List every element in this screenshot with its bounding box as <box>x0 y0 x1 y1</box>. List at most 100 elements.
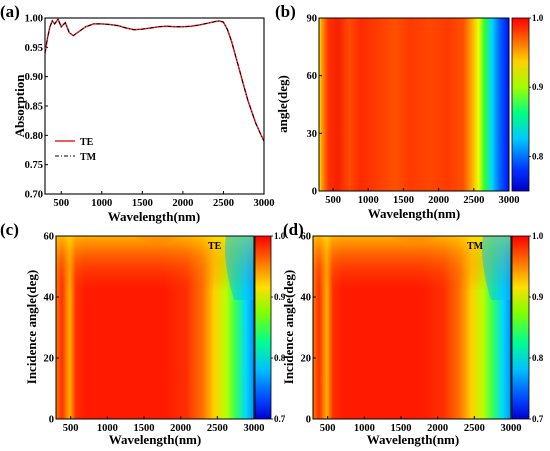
x-axis-label-d: Wavelength(nm) <box>367 432 459 447</box>
x-tick-label: 3000 <box>501 423 522 434</box>
x-tick-label: 1000 <box>91 198 112 209</box>
y-tick-label: 40 <box>301 293 312 304</box>
legend-label-tm: TM <box>80 152 97 163</box>
x-tick-label: 1500 <box>132 198 153 209</box>
x-tick-label: 1500 <box>393 195 414 206</box>
y-axis-label-c: Incidence angle(deg) <box>24 270 39 384</box>
colorbar-tick-label: 1.0 <box>532 13 544 23</box>
colorbar-ticks-c: 0.7 0.8 0.9 1.0 <box>271 231 286 424</box>
colorbar-b <box>511 17 530 192</box>
colorbar-tick-label: 0.8 <box>532 151 544 161</box>
panel-b: 500 1000 1500 2000 2500 3000 0 30 60 90 0.8 0.9 1.… <box>275 2 544 221</box>
y-tick-label: 0 <box>306 415 311 426</box>
x-tick-label: 2500 <box>213 198 234 209</box>
colorbar-ticks-b: 0.8 0.9 1.0 <box>529 13 544 161</box>
panel-label-a: (a) <box>0 2 20 21</box>
x-axis-label-b: Wavelength(nm) <box>368 206 460 221</box>
y-axis-label-b: angle(deg) <box>275 75 290 133</box>
x-tick-label: 1000 <box>354 423 375 434</box>
legend-a: TE TM <box>55 137 97 163</box>
y-tick-label: 60 <box>301 232 312 243</box>
y-tick-label: 40 <box>44 293 55 304</box>
series-line-te <box>44 17 265 142</box>
x-tick-label: 2000 <box>427 423 448 434</box>
y-tick-label: 0.80 <box>25 131 43 142</box>
y-tick-label: 0.95 <box>25 43 43 54</box>
colorbar-tick-label: 0.7 <box>274 414 286 424</box>
plot-area-a <box>44 17 265 195</box>
y-axis-ticks-a: 0.70 0.75 0.80 0.85 0.90 0.95 1.00 <box>25 14 48 201</box>
x-axis-label-a: Wavelength(nm) <box>108 209 200 224</box>
y-axis-ticks-c: 0 20 40 60 <box>44 232 59 426</box>
y-axis-ticks-d: 0 20 40 60 <box>301 232 316 426</box>
y-tick-label: 0.70 <box>25 190 43 201</box>
y-axis-label-d: Incidence angle(deg) <box>281 270 296 384</box>
y-tick-label: 0.85 <box>25 102 43 113</box>
colorbar-tick-label: 0.8 <box>532 353 544 363</box>
x-tick-label: 2000 <box>170 423 191 434</box>
y-tick-label: 20 <box>301 354 312 365</box>
legend-label-te: TE <box>80 137 94 148</box>
y-axis-ticks-b: 0 30 60 90 <box>307 14 322 198</box>
series-line-tm <box>44 18 265 142</box>
y-tick-label: 60 <box>307 71 318 82</box>
colorbar-tick-label: 0.9 <box>532 292 544 302</box>
x-tick-label: 2500 <box>463 195 484 206</box>
colorbar-tick-label: 0.8 <box>274 353 286 363</box>
y-tick-label: 0.75 <box>25 160 43 171</box>
panel-a: 500 1000 1500 2000 2500 3000 0.70 0.75 0.80 0.85… <box>0 2 275 224</box>
x-axis-ticks-a: 500 1000 1500 2000 2500 3000 <box>53 191 275 209</box>
x-tick-label: 2500 <box>207 423 228 434</box>
x-tick-label: 1000 <box>97 423 118 434</box>
y-tick-label: 0 <box>49 415 54 426</box>
colorbar-ticks-d: 0.7 0.8 0.9 1.0 <box>529 231 544 424</box>
colorbar-tick-label: 1.0 <box>274 231 286 241</box>
polarization-label-d: TM <box>467 241 484 252</box>
panel-label-c: (c) <box>0 220 19 239</box>
y-tick-label: 1.00 <box>25 14 43 25</box>
plot-frame-c <box>55 235 255 420</box>
x-axis-ticks-c: 500 1000 1500 2000 2500 3000 <box>63 416 265 434</box>
plot-frame-b <box>318 17 510 192</box>
heatmap-c <box>56 236 254 419</box>
colorbar-tick-label: 1.0 <box>532 231 544 241</box>
series-group-a <box>44 17 265 142</box>
x-tick-label: 500 <box>63 423 79 434</box>
colorbar-d <box>511 235 530 420</box>
x-axis-ticks-d: 500 1000 1500 2000 2500 3000 <box>320 416 522 434</box>
heatmap-b <box>319 18 509 191</box>
x-axis-ticks-b: 500 1000 1500 2000 2500 3000 <box>325 188 520 206</box>
x-tick-label: 1500 <box>391 423 412 434</box>
x-tick-label: 2000 <box>172 198 193 209</box>
x-tick-label: 500 <box>53 198 69 209</box>
heatmap-d <box>313 236 511 419</box>
x-tick-label: 2000 <box>428 195 449 206</box>
colorbar-tick-label: 0.9 <box>274 292 286 302</box>
x-tick-label: 3000 <box>244 423 265 434</box>
x-tick-label: 3000 <box>499 195 520 206</box>
plot-frame-d <box>312 235 512 420</box>
x-tick-label: 500 <box>320 423 336 434</box>
y-tick-label: 0.90 <box>25 72 43 83</box>
x-tick-label: 1000 <box>358 195 379 206</box>
x-axis-label-c: Wavelength(nm) <box>109 432 201 447</box>
panel-label-b: (b) <box>275 2 296 21</box>
colorbar-tick-label: 0.7 <box>532 414 544 424</box>
y-tick-label: 0 <box>312 187 317 198</box>
y-tick-label: 20 <box>44 354 55 365</box>
y-tick-label: 30 <box>307 129 318 140</box>
x-tick-label: 500 <box>325 195 341 206</box>
x-tick-label: 3000 <box>254 198 275 209</box>
y-tick-label: 90 <box>307 14 318 25</box>
x-tick-label: 1500 <box>134 423 155 434</box>
colorbar-tick-label: 0.9 <box>532 82 544 92</box>
y-axis-label-a: Absorption <box>12 74 27 138</box>
colorbar-c <box>254 235 272 420</box>
y-tick-label: 60 <box>44 232 55 243</box>
x-tick-label: 2500 <box>464 423 485 434</box>
panel-label-d: (d) <box>283 220 304 239</box>
polarization-label-c: TE <box>208 241 222 252</box>
